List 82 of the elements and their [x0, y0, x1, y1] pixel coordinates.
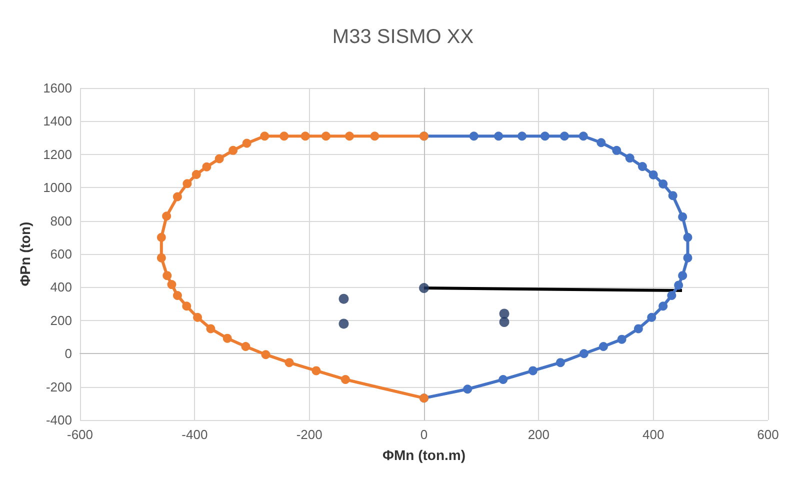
point	[338, 318, 349, 329]
point	[648, 170, 658, 180]
y-tick-label: 1600	[43, 80, 72, 96]
point	[370, 132, 380, 141]
x-tick-label: 0	[420, 427, 428, 442]
point	[617, 334, 626, 344]
point	[192, 170, 201, 179]
point	[156, 232, 166, 242]
point	[625, 154, 634, 163]
point	[202, 162, 212, 172]
point	[156, 253, 166, 262]
point	[321, 132, 330, 141]
point	[261, 350, 270, 360]
y-tick-label: 200	[50, 312, 72, 328]
point	[162, 271, 172, 280]
point	[463, 384, 472, 394]
y-tick-label: 1000	[43, 180, 72, 196]
x-tick-label: -600	[66, 427, 94, 442]
y-axis-title: ΦPn (ton)	[17, 222, 34, 286]
point	[182, 302, 192, 311]
y-tick-label: 0	[64, 346, 72, 362]
point	[683, 232, 692, 242]
x-axis-title: ΦMn (ton.m)	[382, 447, 466, 463]
y-tick-label: 400	[50, 280, 72, 295]
point	[167, 280, 176, 290]
point	[214, 154, 224, 164]
x-tick-label: 600	[757, 427, 779, 442]
point	[647, 312, 656, 322]
point	[638, 162, 647, 172]
point	[612, 146, 622, 155]
y-tick-label: 1400	[43, 114, 72, 129]
point	[518, 132, 527, 141]
y-tick-label: 1200	[43, 146, 72, 162]
point	[260, 132, 270, 141]
point	[162, 212, 172, 221]
point	[284, 358, 294, 368]
point	[560, 132, 569, 141]
point	[494, 132, 504, 141]
x-tick-label: 400	[642, 427, 664, 442]
point	[222, 334, 232, 343]
y-tick-label: -200	[46, 379, 72, 394]
point	[683, 253, 692, 262]
point	[667, 291, 676, 300]
point	[182, 179, 192, 188]
y-tick-label: 600	[50, 246, 72, 262]
point	[658, 302, 668, 311]
chart-title: M33 SISMO XX	[332, 26, 474, 48]
point	[578, 132, 588, 141]
point	[206, 324, 216, 334]
point	[419, 283, 429, 294]
point	[658, 179, 668, 188]
x-tick-label: -400	[182, 427, 208, 442]
point	[596, 138, 606, 148]
point	[678, 271, 688, 280]
y-tick-label: -400	[46, 412, 72, 428]
point	[540, 132, 550, 141]
point	[241, 342, 250, 351]
point	[172, 192, 182, 202]
point	[340, 375, 350, 384]
point	[228, 146, 238, 155]
point	[312, 366, 321, 376]
point	[300, 132, 310, 141]
point	[172, 291, 182, 300]
point	[469, 132, 478, 141]
point	[499, 317, 510, 328]
point	[280, 132, 289, 141]
point	[579, 349, 588, 358]
point	[668, 191, 678, 200]
point	[498, 375, 508, 384]
point	[242, 138, 252, 148]
point	[556, 358, 565, 368]
point	[634, 324, 643, 334]
point	[528, 366, 538, 376]
point	[193, 312, 202, 322]
point	[674, 280, 684, 290]
point	[344, 132, 354, 141]
y-tick-label: 800	[50, 213, 72, 228]
point	[338, 294, 349, 304]
point	[678, 212, 688, 222]
point	[598, 342, 608, 351]
x-tick-label: 200	[528, 427, 550, 442]
x-tick-label: -200	[296, 427, 322, 442]
